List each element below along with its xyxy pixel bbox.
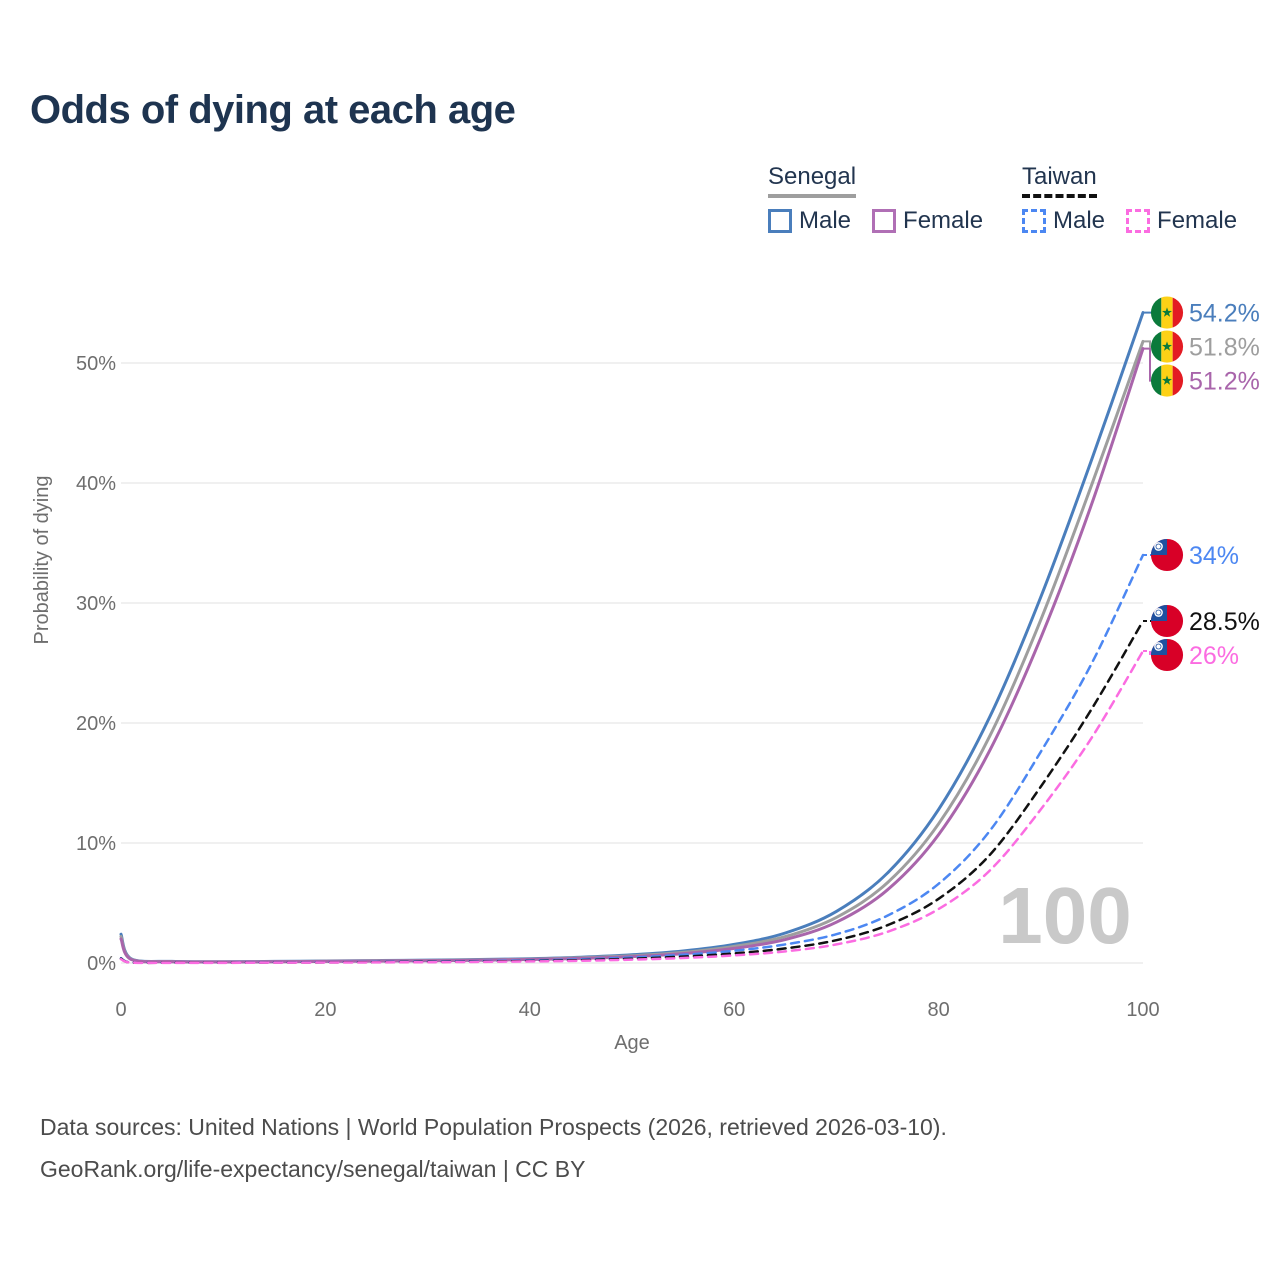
y-tick-label: 10%	[76, 833, 116, 855]
x-tick-label: 80	[927, 999, 949, 1021]
series-line-taiwan[interactable]	[119, 619, 1145, 965]
y-tick-label: 40%	[76, 473, 116, 495]
legend-label: Female	[903, 207, 984, 234]
legend-label: Female	[1157, 207, 1238, 234]
end-label-senegal: 51.8%	[1189, 334, 1260, 362]
x-tick-label: 60	[723, 999, 745, 1021]
legend-group-taiwan: Taiwan Male Female	[1022, 163, 1258, 235]
y-tick-label: 0%	[87, 953, 116, 975]
age-watermark: 100	[998, 871, 1131, 960]
legend-group-senegal: Senegal Male Female	[768, 163, 1004, 235]
y-tick-label: 30%	[76, 593, 116, 615]
x-tick-label: 100	[1126, 999, 1159, 1021]
series-line-senegal[interactable]	[119, 339, 1145, 964]
legend-item-taiwan-female[interactable]: Female	[1126, 207, 1237, 235]
end-label-taiwan-male: 34%	[1189, 542, 1239, 570]
series-line-senegal-male[interactable]	[119, 311, 1145, 964]
end-label-taiwan: 28.5%	[1189, 608, 1260, 636]
taiwan-male-swatch-icon	[1022, 209, 1046, 233]
footer-line-1: Data sources: United Nations | World Pop…	[40, 1114, 947, 1140]
legend-item-senegal-female[interactable]: Female	[872, 207, 983, 235]
legend-item-taiwan-male[interactable]: Male	[1022, 207, 1105, 235]
taiwan-flag-icon	[1150, 538, 1184, 572]
series-line-taiwan-male[interactable]	[119, 553, 1145, 965]
end-label-senegal-female: 51.2%	[1189, 368, 1260, 396]
end-label-taiwan-female: 26%	[1189, 642, 1239, 670]
legend-label: Male	[799, 207, 852, 234]
y-tick-label: 50%	[76, 353, 116, 375]
legend-label: Male	[1053, 207, 1106, 234]
senegal-flag-icon	[1150, 330, 1184, 364]
x-axis-title: Age	[614, 1032, 650, 1054]
senegal-flag-icon	[1150, 296, 1184, 330]
legend-country-taiwan[interactable]: Taiwan	[1022, 163, 1097, 198]
y-axis-title: Probability of dying	[31, 476, 53, 645]
senegal-male-swatch-icon	[768, 209, 792, 233]
taiwan-flag-icon	[1150, 604, 1184, 638]
chart-title: Odds of dying at each age	[30, 88, 516, 132]
end-label-senegal-male: 54.2%	[1189, 300, 1260, 328]
x-tick-label: 0	[115, 999, 126, 1021]
x-tick-label: 20	[314, 999, 336, 1021]
taiwan-female-swatch-icon	[1126, 209, 1151, 233]
legend-country-senegal[interactable]: Senegal	[768, 163, 857, 198]
y-tick-label: 20%	[76, 713, 116, 735]
footer-line-2: GeoRank.org/life-expectancy/senegal/taiw…	[40, 1156, 586, 1182]
x-tick-label: 40	[519, 999, 541, 1021]
taiwan-flag-icon	[1150, 638, 1184, 672]
senegal-female-swatch-icon	[872, 209, 897, 233]
data-sources-footer: Data sources: United Nations | World Pop…	[40, 1106, 947, 1190]
senegal-flag-icon	[1150, 364, 1184, 398]
series-line-taiwan-female[interactable]	[119, 649, 1145, 965]
legend-item-senegal-male[interactable]: Male	[768, 207, 851, 235]
